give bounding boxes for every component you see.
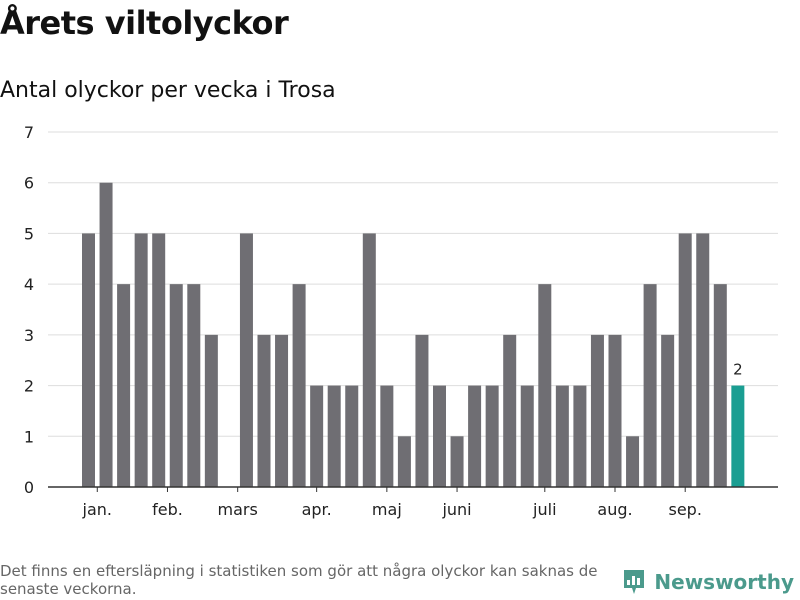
bar — [327, 385, 341, 487]
bar — [520, 385, 534, 487]
bar — [573, 385, 587, 487]
bar — [397, 436, 411, 487]
x-tick-label: juni — [441, 500, 471, 519]
y-tick-label: 7 — [24, 123, 34, 142]
x-tick-label: sep. — [668, 500, 701, 519]
bar — [169, 284, 183, 487]
bar — [590, 334, 604, 487]
data-label: 2 — [733, 361, 743, 379]
y-tick-label: 3 — [24, 326, 34, 345]
bar — [485, 385, 499, 487]
bar — [626, 436, 640, 487]
bar — [187, 284, 201, 487]
bar — [345, 385, 359, 487]
bar — [239, 233, 253, 487]
bar — [380, 385, 394, 487]
bar — [257, 334, 271, 487]
y-tick-label: 4 — [24, 275, 34, 294]
x-tick-label: aug. — [597, 500, 632, 519]
bar — [661, 334, 675, 487]
x-tick-label: mars — [218, 500, 258, 519]
bar — [152, 233, 166, 487]
bar — [117, 284, 131, 487]
x-tick-label: jan. — [82, 500, 112, 519]
bar — [292, 284, 306, 487]
bar — [468, 385, 482, 487]
bar — [362, 233, 376, 487]
bar — [643, 284, 657, 487]
bar — [713, 284, 727, 487]
bar — [99, 182, 113, 487]
bar — [82, 233, 95, 487]
bar — [204, 334, 218, 487]
bar — [450, 436, 464, 487]
bar — [696, 233, 710, 487]
y-tick-label: 2 — [24, 377, 34, 396]
bar-highlight — [731, 385, 745, 487]
chart-title: Årets viltolyckor — [0, 4, 289, 42]
bar — [415, 334, 429, 487]
bar — [134, 233, 148, 487]
brand-logo: Newsworthy — [622, 568, 794, 596]
brand-name: Newsworthy — [654, 570, 794, 594]
y-tick-label: 0 — [24, 478, 34, 497]
x-tick-label: juli — [532, 500, 556, 519]
x-tick-label: feb. — [152, 500, 183, 519]
y-tick-label: 1 — [24, 427, 34, 446]
bar-chart: 0 1 2 3 4 5 6 7 2 jan. feb. mars apr. maj juni juli aug.… — [24, 123, 778, 519]
newsworthy-logo-icon — [624, 570, 645, 594]
bar — [310, 385, 324, 487]
bar — [538, 284, 552, 487]
bar — [678, 233, 692, 487]
x-tick-label: maj — [372, 500, 402, 519]
chart-subtitle: Antal olyckor per vecka i Trosa — [0, 78, 336, 103]
bar — [555, 385, 569, 487]
bar — [275, 334, 289, 487]
footnote: Det finns en eftersläpning i statistiken… — [0, 562, 598, 598]
bar — [433, 385, 446, 487]
bar — [503, 334, 517, 487]
bar — [608, 334, 622, 487]
y-tick-label: 5 — [24, 224, 34, 243]
x-tick-label: apr. — [302, 500, 332, 519]
y-tick-label: 6 — [24, 174, 34, 193]
